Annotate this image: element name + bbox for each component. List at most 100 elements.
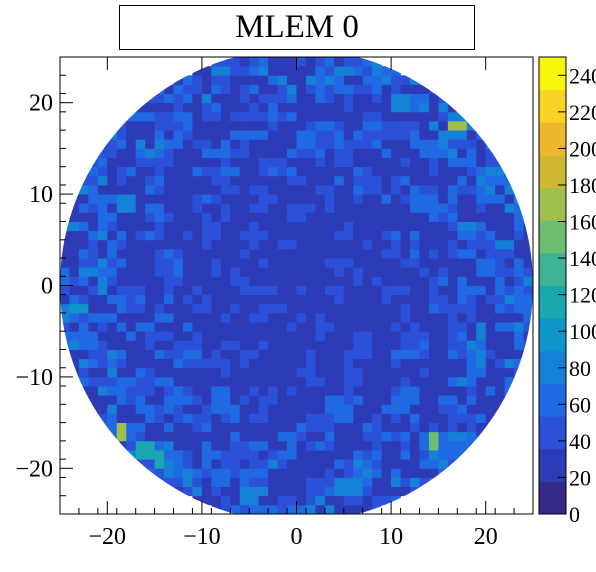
heatmap-cell <box>249 57 260 67</box>
heatmap-cell <box>466 422 477 433</box>
heatmap-cell <box>438 331 449 341</box>
heatmap-cell <box>126 148 137 158</box>
heatmap-cell <box>287 486 297 497</box>
heatmap-cell <box>296 221 307 232</box>
heatmap-cell <box>154 404 165 414</box>
heatmap-cell <box>173 312 184 323</box>
heatmap-cell <box>230 294 241 305</box>
heatmap-cell <box>419 450 430 460</box>
heatmap-cell <box>315 459 326 469</box>
heatmap-cell <box>154 175 165 186</box>
heatmap-cell <box>107 340 118 350</box>
heatmap-cell <box>239 312 250 323</box>
heatmap-cell <box>69 367 80 378</box>
heatmap-cell <box>400 312 411 323</box>
heatmap-cell <box>107 221 118 232</box>
heatmap-cell <box>249 422 260 433</box>
heatmap-cell <box>372 258 383 268</box>
heatmap-cell <box>220 203 231 213</box>
heatmap-cell <box>514 322 524 332</box>
heatmap-cell <box>372 166 383 177</box>
heatmap-cell <box>428 221 439 232</box>
colorbar-frame <box>538 56 567 515</box>
heatmap-cell <box>476 285 487 296</box>
heatmap-cell <box>173 486 184 497</box>
heatmap-cell <box>258 221 269 232</box>
heatmap-cell <box>182 468 193 478</box>
heatmap-cell <box>400 386 411 396</box>
heatmap-cell <box>211 111 222 122</box>
heatmap-cell <box>504 294 515 305</box>
heatmap-cell <box>400 230 411 241</box>
heatmap-cell <box>495 194 506 204</box>
colorbar: 020406080100120140160180200220240 <box>538 56 596 527</box>
heatmap-cell <box>78 248 89 259</box>
heatmap-cell <box>249 504 260 515</box>
heatmap-cell <box>353 75 364 85</box>
heatmap-cell <box>230 248 241 259</box>
heatmap-cell <box>145 422 155 433</box>
heatmap-cell <box>97 166 108 177</box>
heatmap-cell <box>239 367 250 378</box>
heatmap-cell <box>334 367 345 378</box>
heatmap-cell <box>324 413 335 423</box>
heatmap-cell <box>296 84 307 94</box>
heatmap-cell <box>305 285 316 296</box>
heatmap-cell <box>287 258 297 268</box>
heatmap-cell <box>164 139 174 149</box>
heatmap-cell <box>258 212 269 222</box>
heatmap-cell <box>296 57 307 67</box>
heatmap-cell <box>343 294 354 305</box>
heatmap-cell <box>287 367 297 378</box>
heatmap-cell <box>182 413 193 423</box>
heatmap-cell <box>116 431 127 442</box>
heatmap-cell <box>410 294 420 305</box>
heatmap-cell <box>258 440 269 451</box>
heatmap-cell <box>305 386 316 396</box>
heatmap-cell <box>239 276 250 286</box>
heatmap-cell <box>362 340 373 350</box>
heatmap-cell <box>391 322 401 332</box>
heatmap-cell <box>381 450 392 460</box>
heatmap-cell <box>447 203 458 213</box>
heatmap-cell <box>324 349 335 360</box>
heatmap-cell <box>249 312 260 323</box>
heatmap-cell <box>362 477 373 487</box>
heatmap-cell <box>485 203 496 213</box>
heatmap-cell <box>343 386 354 396</box>
heatmap-cell <box>107 413 118 423</box>
heatmap-cell <box>476 157 487 168</box>
heatmap-cell <box>419 376 430 387</box>
heatmap-cell <box>428 468 439 478</box>
heatmap-cell <box>334 294 345 305</box>
heatmap-cell <box>230 349 241 360</box>
heatmap-cell <box>400 285 411 296</box>
heatmap-cell <box>485 395 496 405</box>
heatmap-cell <box>201 84 212 94</box>
heatmap-cell <box>495 294 506 305</box>
heatmap-cell <box>296 404 307 414</box>
heatmap-cell <box>201 258 212 268</box>
heatmap-cell <box>107 367 118 378</box>
heatmap-cell <box>211 258 222 268</box>
heatmap-cell <box>438 175 449 186</box>
heatmap-cell <box>457 111 468 122</box>
heatmap-cell <box>192 120 203 131</box>
heatmap-cell <box>315 120 326 131</box>
heatmap-cell <box>211 239 222 250</box>
heatmap-cell <box>523 230 533 241</box>
heatmap-cell <box>182 184 193 195</box>
heatmap-cell <box>220 239 231 250</box>
heatmap-cell <box>192 404 203 414</box>
heatmap-cell <box>372 130 383 140</box>
heatmap-cell <box>334 84 345 94</box>
heatmap-cell <box>334 120 345 131</box>
heatmap-cell <box>277 203 288 213</box>
heatmap-cell <box>514 258 524 268</box>
heatmap-cell <box>457 404 468 414</box>
heatmap-cell <box>457 285 468 296</box>
heatmap-cell <box>239 303 250 314</box>
heatmap-cell <box>287 102 297 113</box>
heatmap-cell <box>334 376 345 387</box>
heatmap-cell <box>116 267 127 277</box>
